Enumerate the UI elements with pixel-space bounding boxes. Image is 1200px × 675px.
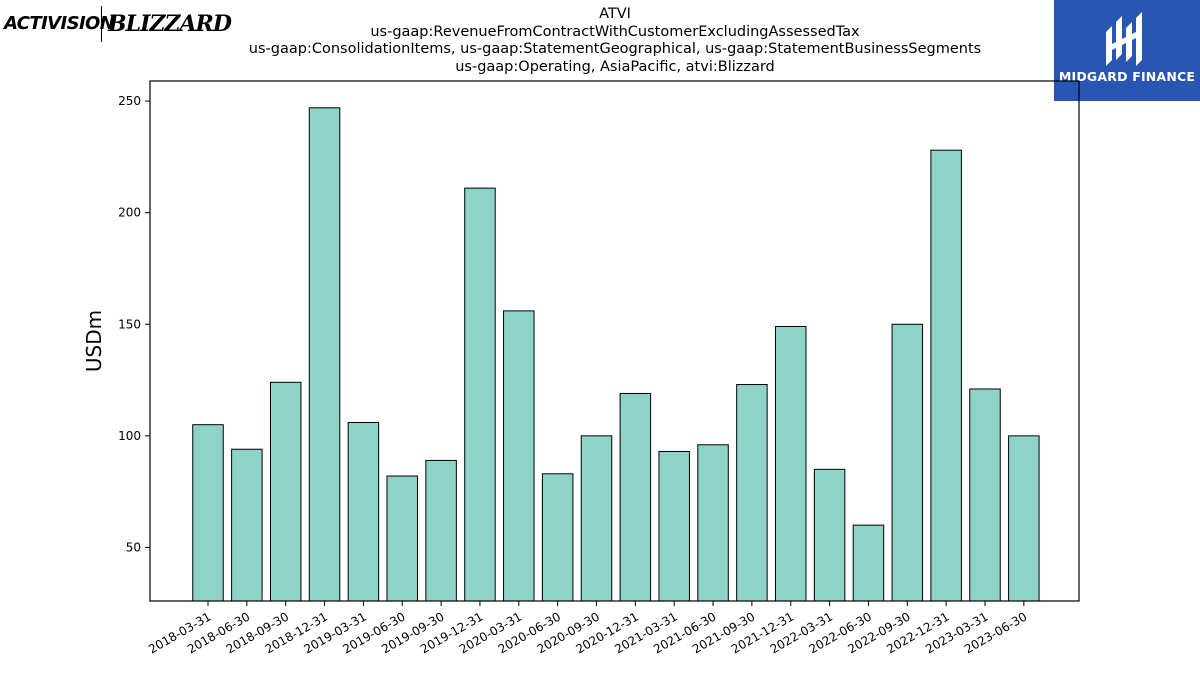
activision-logo-text: ACTIVISION (4, 13, 115, 34)
bar-2021-06-30 (697, 444, 729, 602)
bar-2020-09-30 (580, 435, 613, 602)
bar-2018-09-30 (269, 381, 302, 602)
y-axis: 50 100 150 200 250 (118, 94, 150, 554)
midgard-emblem-icon (1106, 12, 1142, 66)
chart-title-line-1: ATVI (599, 6, 631, 22)
bar-2018-06-30 (231, 448, 263, 602)
bar-2019-03-31 (347, 421, 380, 602)
bar-2022-12-31 (930, 149, 962, 602)
bar-2020-03-31 (503, 310, 535, 602)
midgard-finance-logo: MIDGARD FINANCE (1054, 0, 1200, 101)
bar-2021-12-31 (775, 325, 807, 602)
bar-2018-03-31 (192, 424, 224, 602)
bar-2023-06-30 (1008, 435, 1040, 602)
chart-title-line-2: us-gaap:RevenueFromContractWithCustomerE… (370, 23, 860, 40)
y-tick-label: 150 (118, 317, 141, 331)
y-axis-label: USDm (82, 310, 106, 372)
y-tick-label: 50 (126, 540, 141, 554)
x-axis: 2018-03-312018-06-302018-09-302018-12-31… (146, 601, 1029, 656)
bar-2019-06-30 (386, 475, 418, 602)
y-tick-label: 250 (118, 94, 141, 108)
logo-divider (101, 6, 102, 42)
chart-title: ATVI us-gaap:RevenueFromContractWithCust… (215, 6, 1015, 76)
bar-2020-12-31 (619, 392, 652, 602)
bar-2019-09-30 (425, 459, 457, 602)
bar-2022-09-30 (891, 323, 924, 602)
chart-title-line-4: us-gaap:Operating, AsiaPacific, atvi:Bli… (455, 58, 775, 75)
y-tick-label: 100 (118, 429, 141, 443)
bar-2021-03-31 (658, 450, 690, 602)
bar-2022-06-30 (852, 524, 885, 602)
bar-2023-03-31 (969, 388, 1001, 602)
y-tick-label: 200 (118, 206, 141, 220)
bar-2020-06-30 (541, 473, 574, 602)
activision-blizzard-logo: ACTIVISION BLIZZARD (4, 4, 232, 44)
bar-2021-09-30 (736, 384, 768, 602)
bar-2022-03-31 (813, 468, 846, 602)
blizzard-logo-text: BLIZZARD (108, 11, 232, 37)
bar-2018-12-31 (308, 107, 341, 602)
bars-group (192, 107, 1040, 602)
axes-frame (149, 80, 1080, 602)
chart-title-line-3: us-gaap:ConsolidationItems, us-gaap:Stat… (248, 41, 982, 57)
bar-2019-12-31 (464, 187, 496, 602)
midgard-finance-label: MIDGARD FINANCE (1058, 69, 1196, 84)
